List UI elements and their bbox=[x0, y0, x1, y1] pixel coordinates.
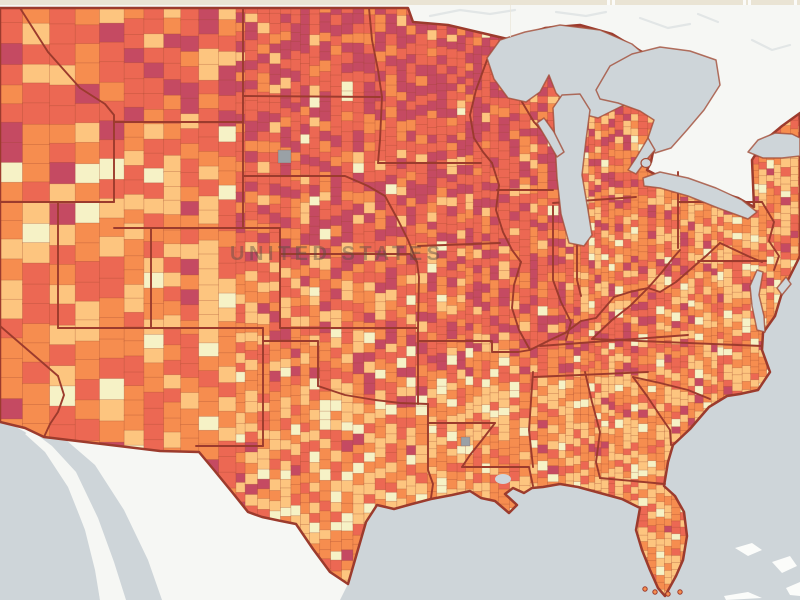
layout-guide-line bbox=[510, 5, 511, 37]
no-data-county bbox=[460, 436, 471, 447]
state-borders-layer bbox=[0, 6, 800, 598]
toolbar-divider-notch bbox=[794, 0, 797, 5]
toolbar-divider-notch bbox=[748, 0, 751, 5]
national-border bbox=[0, 6, 800, 598]
toolbar-divider-notch bbox=[743, 0, 746, 5]
lake-erie bbox=[642, 171, 758, 220]
no-data-county bbox=[277, 149, 292, 164]
ocean-layer bbox=[0, 256, 800, 600]
florida-keys bbox=[652, 589, 658, 595]
lake-ontario bbox=[747, 132, 800, 159]
map-label-united-states: UNITED STATES bbox=[230, 243, 444, 265]
lake-huron bbox=[595, 46, 721, 154]
lakes-layer bbox=[486, 24, 800, 597]
gulf-of-mexico bbox=[340, 484, 666, 600]
gulf-of-california bbox=[36, 432, 162, 600]
baja-peninsula bbox=[25, 430, 124, 600]
atlantic-ocean bbox=[664, 256, 800, 600]
lake-pontchartrain bbox=[495, 474, 511, 484]
lake-greenbay bbox=[536, 117, 565, 158]
lake-delawarebay bbox=[776, 276, 792, 296]
toolbar-divider-notch bbox=[607, 0, 610, 5]
toolbar-divider-notch bbox=[612, 0, 615, 5]
florida-keys bbox=[665, 591, 671, 597]
lake-chesapeake bbox=[749, 269, 766, 333]
florida-keys bbox=[642, 586, 648, 592]
lake-michigan bbox=[552, 93, 593, 247]
pacific-ocean bbox=[0, 418, 100, 600]
florida-keys bbox=[677, 589, 683, 595]
lake-stclair bbox=[640, 157, 652, 169]
top-edge-toolbar bbox=[0, 0, 800, 5]
lake-saginaw bbox=[627, 137, 656, 175]
